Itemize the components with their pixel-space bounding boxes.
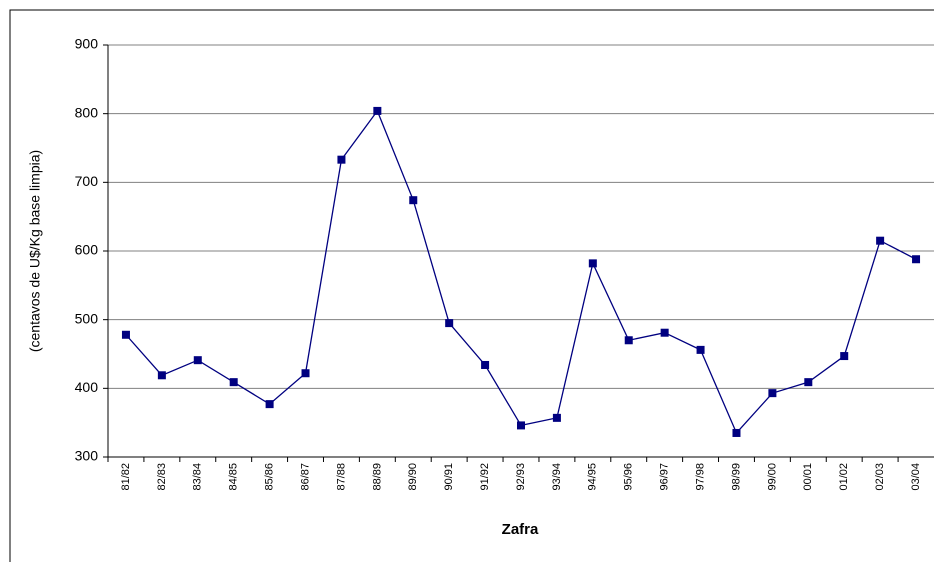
y-tick-label: 400	[75, 379, 99, 395]
marker	[301, 369, 310, 378]
marker	[660, 328, 669, 337]
chart-frame	[9, 9, 934, 562]
line	[125, 109, 917, 435]
x-tick-label: 03/04	[910, 463, 922, 491]
x-tick-label: 98/99	[730, 463, 742, 491]
marker	[193, 356, 202, 365]
x-tick-label: 99/00	[766, 463, 778, 491]
y-tick-label: 800	[75, 104, 99, 120]
x-tick-label: 95/96	[623, 463, 635, 491]
x-tick-label: 94/95	[587, 463, 599, 491]
x-tick-label: 82/83	[156, 463, 168, 491]
x-tick-label: 83/84	[192, 463, 204, 491]
x-tick-label: 90/91	[443, 463, 455, 491]
marker	[517, 421, 525, 430]
marker	[229, 378, 238, 387]
x-tick-label: 85/86	[264, 463, 276, 491]
marker	[768, 389, 777, 398]
x-tick-label: 96/97	[659, 463, 671, 491]
y-tick-label: 900	[75, 36, 99, 52]
marker	[696, 345, 705, 354]
x-tick-label: 00/01	[802, 463, 814, 491]
x-tick-label: 84/85	[228, 463, 240, 491]
marker	[624, 336, 633, 345]
marker	[337, 155, 346, 164]
x-tick-label: 97/98	[694, 463, 706, 491]
y-tick-label: 700	[75, 173, 99, 189]
marker	[840, 352, 849, 361]
y-axis-label: (centavos de U$/Kg base limpia)	[27, 150, 43, 352]
x-tick-label: 89/90	[407, 463, 419, 491]
x-tick-label: 86/87	[299, 463, 311, 491]
y-tick-label: 600	[75, 242, 99, 258]
marker	[121, 330, 130, 339]
marker	[157, 371, 166, 380]
x-tick-label: 93/94	[551, 463, 563, 491]
x-tick-label: 01/02	[838, 463, 850, 491]
x-tick-label: 81/82	[120, 463, 132, 491]
marker	[732, 428, 741, 437]
y-tick-label: 300	[75, 448, 99, 464]
x-tick-label: 02/03	[874, 463, 886, 491]
marker	[373, 106, 382, 115]
marker	[265, 400, 274, 409]
marker	[588, 259, 597, 268]
x-tick-label: 91/92	[479, 463, 491, 491]
marker	[481, 360, 490, 369]
x-tick-label: 92/93	[515, 463, 527, 491]
y-tick-label: 500	[75, 310, 99, 326]
marker	[912, 255, 921, 264]
marker	[876, 236, 885, 245]
x-axis-label: Zafra	[502, 521, 539, 538]
marker	[409, 196, 418, 205]
x-tick-label: 88/89	[371, 463, 383, 491]
marker	[445, 319, 454, 328]
marker	[552, 413, 561, 422]
marker	[804, 378, 813, 387]
x-tick-label: 87/88	[335, 463, 347, 491]
